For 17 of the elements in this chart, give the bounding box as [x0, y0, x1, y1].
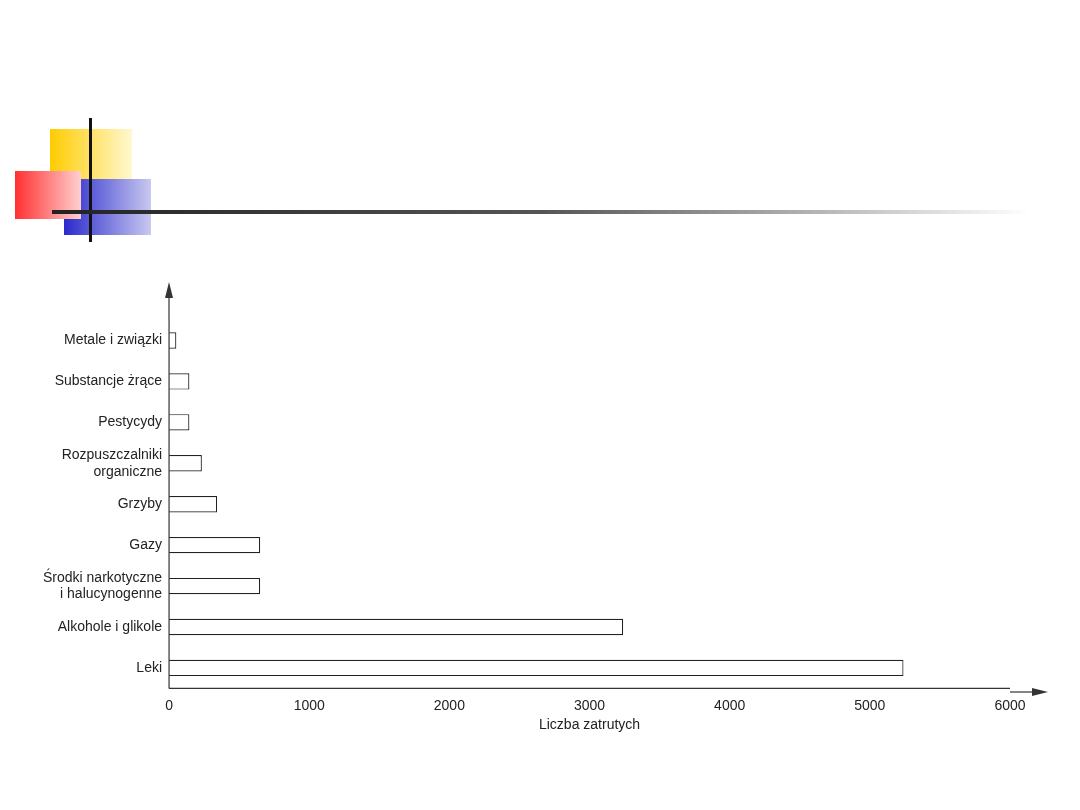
y-tick-label: Pestycydy	[98, 413, 163, 430]
x-tick-label: 2000	[433, 696, 466, 713]
x-tick-label: 1000	[293, 696, 325, 713]
y-tick-label: Gazy	[129, 535, 163, 552]
y-tick-label: Metale i związki	[64, 331, 163, 348]
x-tick-label: 5000	[854, 696, 886, 713]
y-tick-label: Rozpuszczalniki organiczne	[61, 445, 163, 479]
y-tick-label: Substancje żrące	[54, 372, 163, 389]
y-tick-label: Grzyby	[117, 495, 163, 512]
y-tick-label: Alkohole i glikole	[57, 617, 163, 634]
x-tick-label: 6000	[994, 696, 1026, 713]
x-tick-label: 0	[165, 696, 174, 713]
x-tick-label: 4000	[714, 696, 746, 713]
x-axis-title: Liczba zatrutych	[538, 716, 641, 733]
y-tick-label: Leki	[136, 658, 163, 675]
x-tick-label: 3000	[573, 696, 606, 713]
y-tick-label: Środki narkotyczne i halucynogenne	[42, 567, 163, 602]
